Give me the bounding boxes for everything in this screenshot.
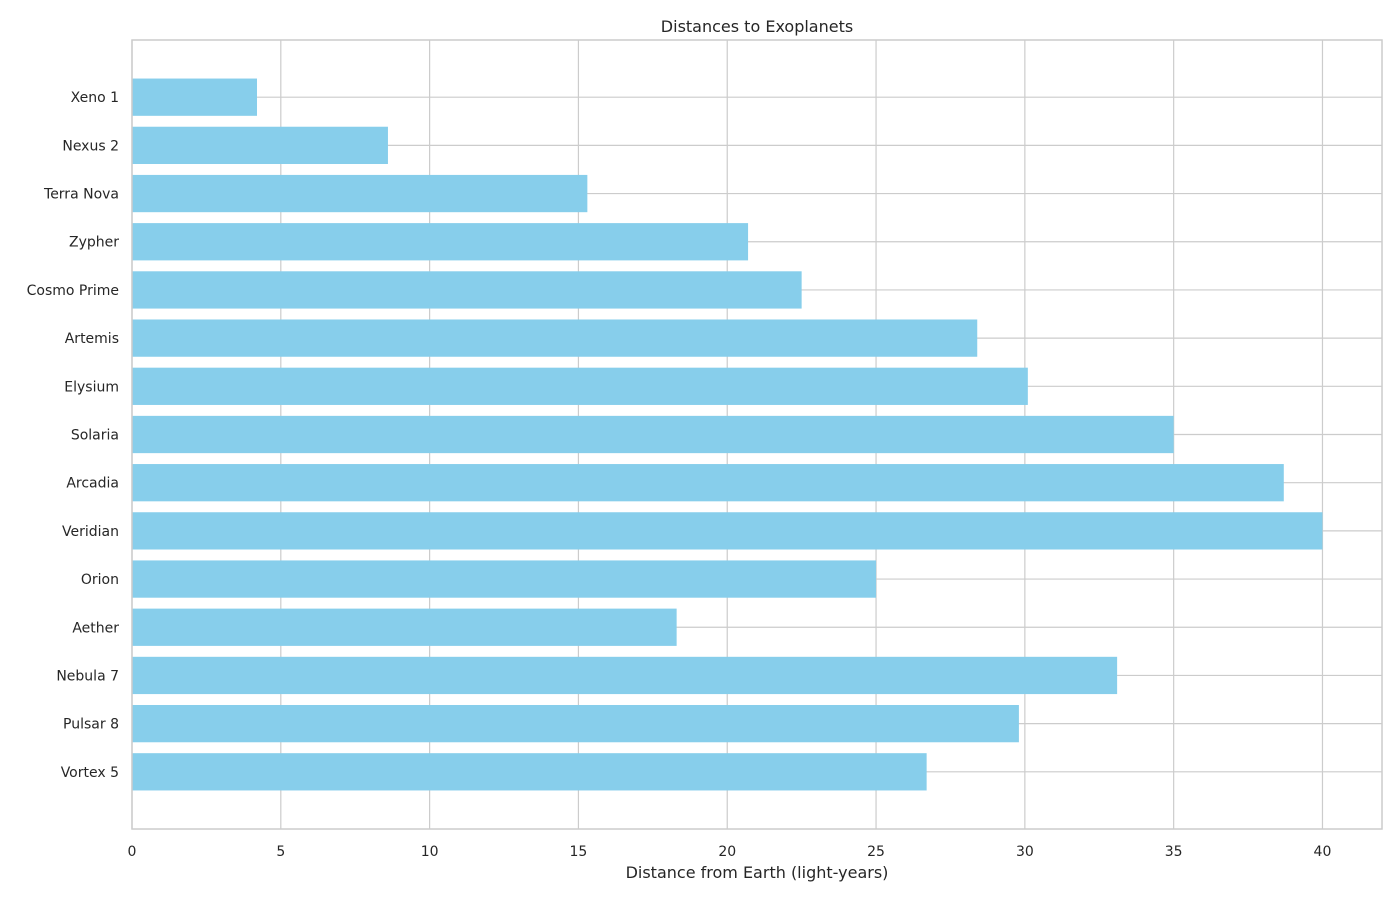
bar <box>132 271 802 309</box>
bar <box>132 656 1118 695</box>
bar <box>132 319 978 357</box>
x-tick-label: 20 <box>718 844 736 860</box>
x-tick-labels: 0 5 10 15 20 25 30 35 40 <box>128 844 1332 860</box>
bar <box>132 223 749 261</box>
bar <box>132 608 677 646</box>
y-tick-label: Solaria <box>71 428 119 444</box>
bars <box>132 78 1323 791</box>
y-tick-label: Veridian <box>62 524 119 540</box>
bar <box>132 512 1323 550</box>
bar <box>132 367 1028 405</box>
y-tick-label: Cosmo Prime <box>27 283 119 299</box>
x-tick-label: 35 <box>1165 844 1183 860</box>
y-tick-label: Nebula 7 <box>56 668 119 684</box>
y-tick-label: Pulsar 8 <box>63 717 119 733</box>
bar <box>132 174 588 213</box>
bar <box>132 753 927 791</box>
y-tick-label: Nexus 2 <box>62 138 119 154</box>
y-tick-label: Elysium <box>64 379 119 395</box>
y-tick-label: Artemis <box>65 331 119 347</box>
plot-frame <box>131 39 1383 830</box>
y-tick-label: Arcadia <box>66 476 119 492</box>
bar <box>132 126 388 165</box>
x-tick-label: 10 <box>421 844 439 860</box>
y-tick-labels: Xeno 1 Nexus 2 Terra Nova Zypher Cosmo Prime… <box>27 90 120 781</box>
y-tick-label: Terra Nova <box>43 187 119 203</box>
bar <box>132 415 1174 454</box>
y-tick-label: Aether <box>72 620 119 636</box>
y-tick-label: Vortex 5 <box>61 765 119 781</box>
chart-title: Distances to Exoplanets <box>661 17 853 36</box>
x-tick-label: 5 <box>276 844 285 860</box>
x-axis-label: Distance from Earth (light-years) <box>626 863 889 882</box>
bar <box>132 704 1019 743</box>
x-tick-label: 30 <box>1016 844 1034 860</box>
bar <box>132 78 257 116</box>
y-tick-label: Orion <box>81 572 119 588</box>
bar <box>132 560 877 598</box>
y-tick-label: Xeno 1 <box>71 90 119 106</box>
y-tick-label: Zypher <box>69 235 119 251</box>
x-tick-label: 25 <box>867 844 885 860</box>
bar <box>132 464 1284 502</box>
x-tick-label: 0 <box>128 844 137 860</box>
x-tick-label: 15 <box>570 844 588 860</box>
x-tick-label: 40 <box>1314 844 1332 860</box>
